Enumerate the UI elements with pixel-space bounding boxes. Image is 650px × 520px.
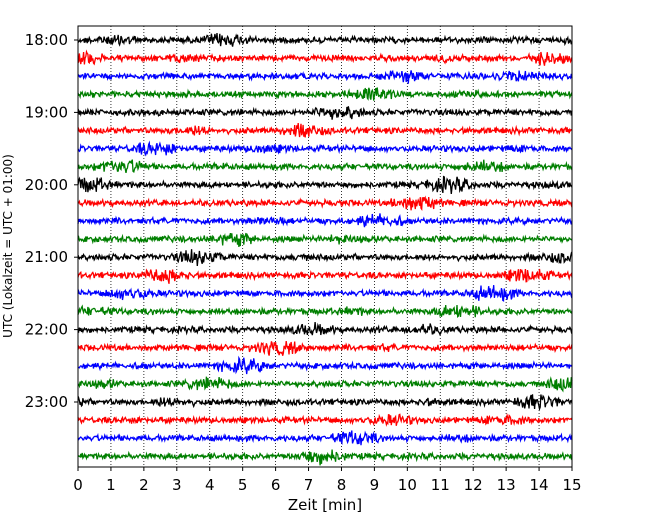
seismic-trace-1845 — [77, 87, 573, 101]
seismic-trace-1945 — [77, 159, 573, 174]
x-axis-ticks: 0 1 2 3 4 5 6 7 8 9 10 11 12 13 14 15 — [73, 467, 582, 494]
seismic-trace-2345 — [77, 449, 573, 466]
y-tick-label: 20:00 — [25, 176, 68, 194]
x-tick-label: 12 — [464, 476, 483, 494]
seismic-trace-2045 — [77, 232, 573, 247]
x-tick-label: 9 — [370, 476, 380, 494]
x-tick-label: 4 — [205, 476, 215, 494]
x-tick-label: 14 — [530, 476, 549, 494]
seismic-trace-1930 — [77, 140, 573, 157]
seismic-trace-2000 — [77, 175, 573, 194]
plot-frame — [77, 25, 573, 468]
seismic-trace-1800 — [77, 33, 573, 47]
seismic-trace-2145 — [77, 304, 573, 318]
x-tick-label: 0 — [73, 476, 83, 494]
seismic-trace-2330 — [77, 430, 573, 446]
trace-group — [77, 33, 573, 466]
seismic-trace-1915 — [77, 123, 572, 138]
seismic-trace-2300 — [77, 394, 573, 412]
x-tick-label: 15 — [562, 476, 581, 494]
y-tick-label: 18:00 — [25, 31, 68, 49]
seismic-trace-2315 — [77, 413, 573, 427]
seismic-trace-1900 — [77, 106, 573, 120]
x-tick-label: 6 — [271, 476, 281, 494]
x-tick-label: 11 — [431, 476, 450, 494]
seismic-trace-2200 — [77, 322, 573, 336]
x-tick-label: 10 — [398, 476, 417, 494]
seismic-trace-1815 — [77, 49, 573, 66]
y-tick-label: 21:00 — [25, 248, 68, 266]
seismic-trace-2245 — [77, 376, 573, 393]
y-tick-label: 22:00 — [25, 321, 68, 339]
y-axis-label: UTC (Lokalzeit = UTC + 01:00) — [1, 154, 15, 338]
seismic-trace-2100 — [77, 249, 573, 267]
x-tick-label: 7 — [304, 476, 314, 494]
seismic-trace-2215 — [77, 341, 573, 356]
x-tick-label: 3 — [172, 476, 182, 494]
y-axis-ticks: 18:00 19:00 20:00 21:00 22:00 23:00 — [25, 31, 78, 411]
seismic-trace-2030 — [77, 213, 573, 228]
seismic-trace-2130 — [77, 285, 573, 302]
x-tick-label: 13 — [497, 476, 516, 494]
x-tick-label: 1 — [106, 476, 116, 494]
seismic-trace-2230 — [77, 355, 573, 375]
x-tick-label: 8 — [337, 476, 347, 494]
seismic-trace-2115 — [77, 268, 573, 284]
y-tick-label: 23:00 — [25, 393, 68, 411]
x-axis-label: Zeit [min] — [288, 496, 362, 514]
y-tick-label: 19:00 — [25, 103, 68, 121]
seismic-trace-1830 — [77, 69, 573, 84]
x-tick-label: 5 — [238, 476, 248, 494]
seismic-trace-2015 — [77, 195, 573, 212]
x-tick-label: 2 — [139, 476, 149, 494]
